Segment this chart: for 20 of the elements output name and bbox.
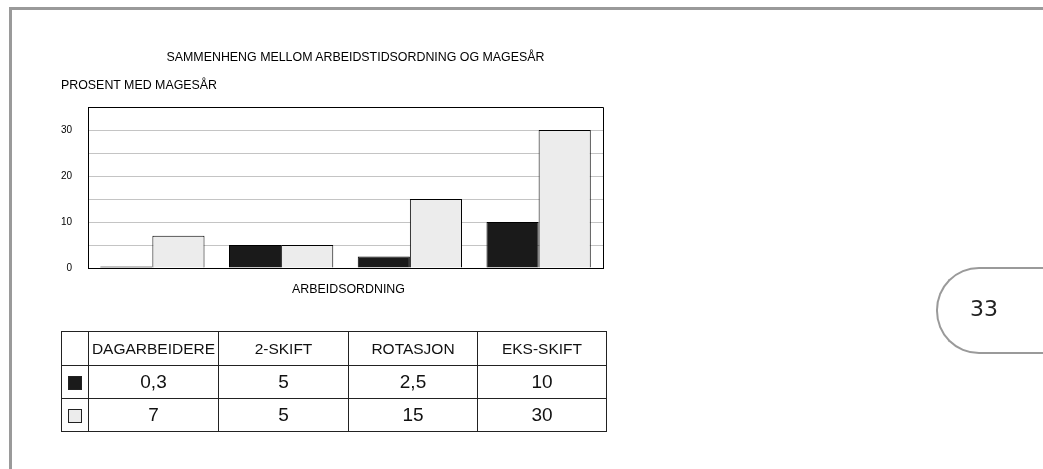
y-tick-label: 0 (66, 261, 73, 273)
y-axis-title: PROSENT MED MAGESÅR (61, 77, 218, 93)
data-label: 5 (218, 398, 349, 432)
data-label: 7 (88, 398, 219, 432)
x-tick-label: EKS-SKIFT (477, 331, 607, 366)
data-label: 2,5 (348, 365, 478, 399)
y-tick-label: 20 (60, 169, 73, 181)
text: 33 (970, 296, 998, 321)
data-label: 15 (348, 398, 478, 432)
x-axis-title: ARBEIDSORDNING (292, 282, 405, 297)
data-label: 30 (477, 398, 607, 432)
y-tick-label: 10 (60, 215, 73, 227)
x-tick-label: DAGARBEIDERE (88, 331, 219, 366)
x-tick-label: 2-SKIFT (218, 331, 349, 366)
y-tick-label: 30 (60, 123, 73, 135)
chart-title: SAMMENHENG MELLOM ARBEIDSTIDSORDNING OG MAGESÅR (166, 49, 545, 65)
data-label: 0,3 (88, 365, 219, 399)
x-tick-label: ROTASJON (348, 331, 478, 366)
data-label: 10 (477, 365, 607, 399)
data-label: 5 (218, 365, 349, 399)
